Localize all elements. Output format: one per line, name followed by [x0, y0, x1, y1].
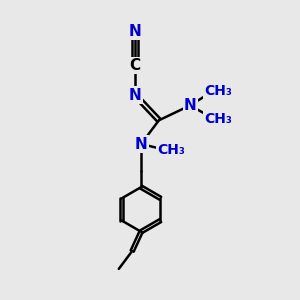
Text: CH₃: CH₃ [157, 143, 185, 157]
Text: C: C [130, 58, 141, 73]
Text: N: N [129, 88, 142, 103]
Text: CH₃: CH₃ [204, 84, 232, 98]
Text: CH₃: CH₃ [204, 112, 232, 126]
Text: N: N [135, 136, 148, 152]
Text: N: N [129, 24, 142, 39]
Text: N: N [184, 98, 196, 113]
